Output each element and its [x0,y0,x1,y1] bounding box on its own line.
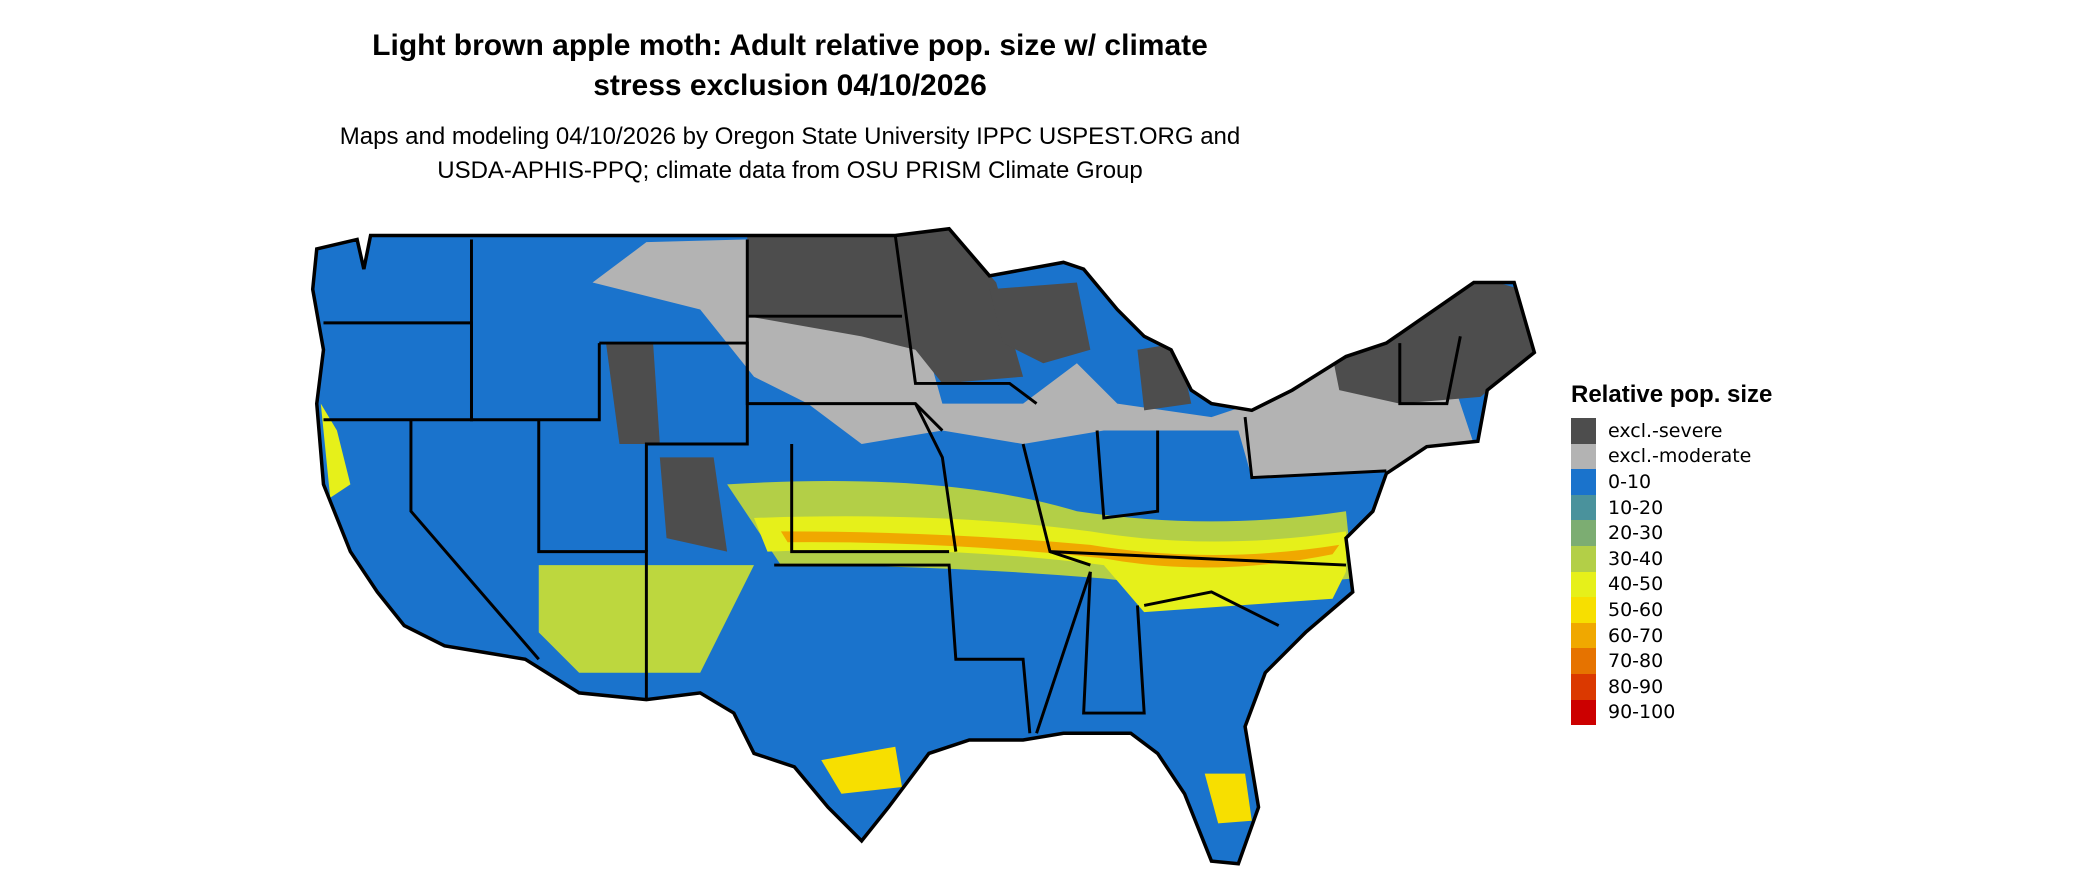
legend-item: 50-60 [1571,597,1772,623]
legend-item: 30-40 [1571,545,1772,572]
legend-item: 80-90 [1571,673,1772,700]
map-title-line1: Light brown apple moth: Adult relative p… [372,29,1208,62]
legend-label: 40-50 [1608,573,1664,596]
legend-label: 30-40 [1608,547,1664,570]
region-excl-severe [747,228,1024,384]
legend-label: 80-90 [1608,675,1664,698]
legend-title: Relative pop. size [1571,381,1773,408]
legend-item: excl.-severe [1571,418,1772,444]
region-excl-severe [606,343,660,444]
legend-item: 0-10 [1571,469,1772,495]
legend-label: 60-70 [1608,624,1664,647]
region-excl-severe [1332,275,1535,404]
legend-label: excl.-moderate [1608,445,1752,468]
legend-label: excl.-severe [1608,419,1723,442]
legend-swatch [1571,443,1596,470]
legend-swatch [1571,622,1596,649]
legend-item: 70-80 [1571,648,1772,674]
legend-item: excl.-moderate [1571,443,1772,470]
legend-swatch [1571,699,1596,726]
legend-swatch [1571,545,1596,572]
legend-swatch [1571,520,1596,546]
region-50-60 [1204,773,1252,824]
legend-item: 10-20 [1571,494,1772,521]
legend: Relative pop. size excl.-severe excl.-mod… [1571,380,1773,726]
legend-item: 20-30 [1571,520,1772,546]
map-title: Light brown apple moth: Adult relative p… [0,26,1580,106]
legend-swatch [1571,571,1596,598]
legend-swatch [1571,648,1596,674]
legend-swatch [1571,597,1596,623]
legend-item: 60-70 [1571,622,1772,649]
legend-label: 70-80 [1608,650,1664,673]
map-subtitle-line1: Maps and modeling 04/10/2026 by Oregon S… [339,123,1241,150]
legend-label: 90-100 [1608,701,1676,724]
legend-label: 50-60 [1608,598,1664,621]
legend-label: 20-30 [1608,522,1664,545]
map-subtitle: Maps and modeling 04/10/2026 by Oregon S… [0,120,1580,188]
map-subtitle-line2: USDA-APHIS-PPQ; climate data from OSU PR… [437,157,1143,184]
legend-label: 0-10 [1608,470,1652,493]
state-borders [323,235,1462,734]
map-title-line2: stress exclusion 04/10/2026 [593,69,987,102]
legend-swatch [1571,673,1596,700]
legend-label: 10-20 [1608,496,1664,519]
region-excl-severe [989,282,1091,364]
legend-item: 90-100 [1571,699,1772,726]
legend-swatch [1571,418,1596,444]
region-50-60 [821,746,903,794]
legend-item: 40-50 [1571,571,1772,598]
region-excl-severe [659,457,728,552]
legend-swatch [1571,494,1596,521]
legend-items: excl.-severe excl.-moderate 0-10 10-20 20-30… [1571,418,1772,726]
region-40-50 [320,403,351,498]
legend-swatch [1571,469,1596,495]
